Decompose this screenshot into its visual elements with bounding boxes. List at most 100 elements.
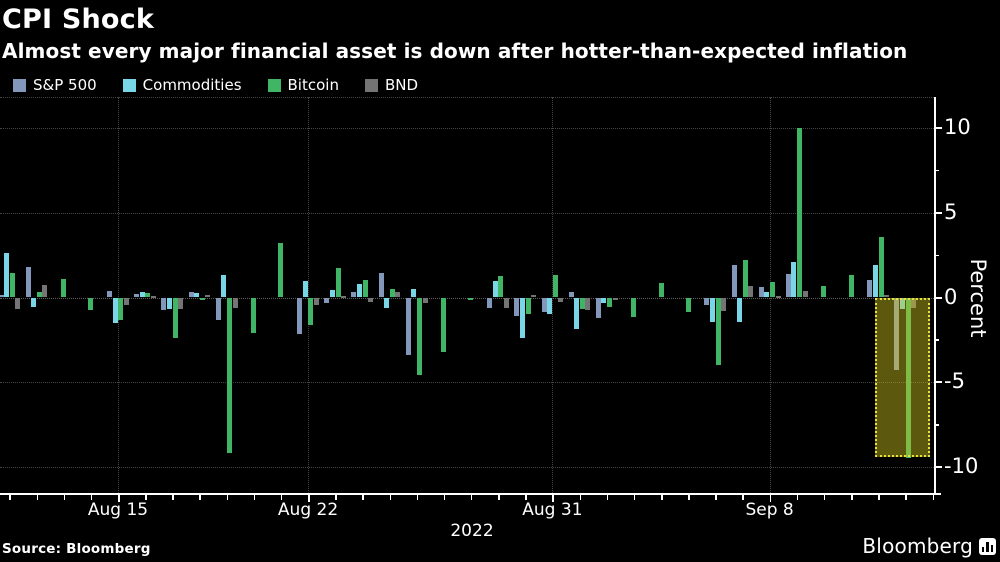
bar-bitcoin-Aug-22 <box>308 297 314 325</box>
gridline-horizontal-10 <box>0 128 934 130</box>
x-axis-tick-day-2 <box>63 494 66 500</box>
bar-commodities-Aug-29 <box>492 280 498 298</box>
bar-bitcoin-Sep-11 <box>848 275 854 298</box>
bar-bitcoin-Aug-23 <box>335 267 341 298</box>
x-axis-tick-day19 <box>633 494 636 500</box>
bar-bitcoin-Sep-7 <box>742 260 748 298</box>
y-axis-major-tick-10 <box>933 127 942 130</box>
bar-commodities-Aug-22 <box>302 280 308 298</box>
bar-bnd-Aug-11 <box>15 297 21 309</box>
bar-sp500-Aug-16 <box>134 294 140 298</box>
x-axis-tick-day20 <box>661 494 663 500</box>
legend-item-bitcoin: Bitcoin <box>267 76 339 94</box>
bar-bnd-Aug-25 <box>395 292 401 298</box>
bar-commodities-Aug-12 <box>31 297 37 307</box>
x-axis-tick-day-4 <box>9 494 11 500</box>
y-axis-minor-tick-7.5 <box>933 169 939 172</box>
bloomberg-wordmark: Bloomberg <box>862 534 973 558</box>
page-title: CPI Shock <box>2 4 155 35</box>
bar-commodities-Sep-13 <box>900 297 906 309</box>
bar-bnd-Sep-8 <box>775 295 781 298</box>
legend-label-bnd: BND <box>384 76 419 94</box>
bar-commodities-Sep-12 <box>872 265 878 298</box>
gridline-vertical-Aug-15 <box>118 97 119 493</box>
x-axis-label-Sep-8: Sep 8 <box>745 500 794 520</box>
bar-bitcoin-Aug-14 <box>88 297 94 311</box>
bar-commodities-Sep-2 <box>601 297 607 304</box>
bar-bitcoin-Aug-26 <box>416 297 422 376</box>
x-axis-tick-day5 <box>253 494 256 500</box>
bar-bitcoin-Aug-13 <box>61 278 67 298</box>
gridline-vertical-Aug-22 <box>308 97 310 493</box>
bloomberg-chart-icon <box>979 537 996 555</box>
bar-bitcoin-Sep-12 <box>878 236 884 298</box>
bar-bitcoin-Aug-20 <box>251 297 257 334</box>
gridline-horizontal--10 <box>0 466 934 468</box>
x-axis-label-Aug-15: Aug 15 <box>87 500 149 520</box>
bar-commodities-Sep-9 <box>791 261 797 298</box>
bar-sp500-Aug-15 <box>107 290 113 298</box>
x-axis-tick-day11 <box>416 494 419 500</box>
x-axis-tick-day16 <box>552 494 554 502</box>
bar-bitcoin-Aug-29 <box>498 276 504 298</box>
y-axis-minor-tick-2.5 <box>933 254 939 257</box>
bar-commodities-Aug-30 <box>519 297 525 339</box>
x-axis-tick-day21 <box>688 494 690 500</box>
bar-sp500-Aug-26 <box>405 297 411 356</box>
bar-sp500-Sep-1 <box>568 292 574 298</box>
x-axis-tick-day9 <box>362 494 364 500</box>
bar-bnd-Aug-31 <box>558 297 564 302</box>
bar-bitcoin-Sep-6 <box>715 297 721 366</box>
bar-sp500-Sep-9 <box>785 273 791 298</box>
bar-commodities-Aug-24 <box>357 283 363 298</box>
bar-sp500-Sep-8 <box>758 287 764 298</box>
bar-sp500-Aug-12 <box>25 267 31 298</box>
x-axis-tick-day28 <box>878 494 880 500</box>
legend-swatch-bnd <box>364 78 378 92</box>
legend-item-sp500: S&P 500 <box>13 76 97 94</box>
bar-sp500-Aug-23 <box>324 297 330 303</box>
y-axis-label--10: -10 <box>944 453 979 478</box>
x-axis-tick-day22 <box>715 494 717 500</box>
chart-subtitle: Almost every major financial asset is do… <box>2 39 908 63</box>
bar-sp500-Aug-29 <box>487 297 493 308</box>
bar-commodities-Aug-16 <box>139 292 145 298</box>
bar-sp500-Aug-30 <box>514 297 520 317</box>
legend-item-bnd: BND <box>364 76 419 94</box>
y-axis-major-tick-5 <box>933 211 942 214</box>
bar-commodities-Sep-8 <box>764 291 770 298</box>
bar-bitcoin-Sep-1 <box>579 297 585 310</box>
bloomberg-logo: Bloomberg <box>862 534 996 558</box>
bar-commodities-Sep-6 <box>710 297 715 323</box>
bar-sp500-Sep-6 <box>704 297 710 306</box>
bar-bitcoin-Aug-21 <box>278 243 284 298</box>
x-axis-tick-day3 <box>199 494 201 500</box>
bar-sp500-Aug-19 <box>215 297 221 321</box>
x-axis-tick-day23 <box>742 494 744 500</box>
x-axis-tick-day24 <box>769 494 772 502</box>
x-axis-tick-day13 <box>470 494 473 500</box>
bar-bnd-Sep-7 <box>748 286 754 298</box>
bar-commodities-Sep-7 <box>737 297 743 323</box>
x-axis-tick-day15 <box>525 494 527 500</box>
bar-commodities-Sep-1 <box>574 297 580 329</box>
plot-top-border <box>0 97 934 98</box>
bar-bitcoin-Aug-19 <box>226 297 232 454</box>
bar-sp500-Aug-18 <box>188 291 194 298</box>
x-axis-tick-day27 <box>851 494 853 500</box>
x-axis-tick-day10 <box>389 494 391 500</box>
y-axis-label-10: 10 <box>944 115 971 140</box>
bar-bitcoin-Sep-3 <box>631 297 637 317</box>
bar-bitcoin-Aug-30 <box>525 297 531 315</box>
bar-sp500-Sep-12 <box>867 279 873 298</box>
bar-sp500-Aug-11 <box>0 294 4 298</box>
bar-sp500-Sep-7 <box>731 265 737 298</box>
bar-bnd-Aug-29 <box>504 297 509 308</box>
x-axis-tick-day-3 <box>36 494 39 500</box>
bar-commodities-Aug-25 <box>384 297 390 308</box>
bar-sp500-Sep-13 <box>894 297 900 371</box>
bar-bitcoin-Sep-5 <box>685 297 691 312</box>
bar-bitcoin-Sep-10 <box>821 285 827 298</box>
bar-bnd-Aug-16 <box>151 295 157 298</box>
bar-bnd-Aug-22 <box>313 297 319 306</box>
